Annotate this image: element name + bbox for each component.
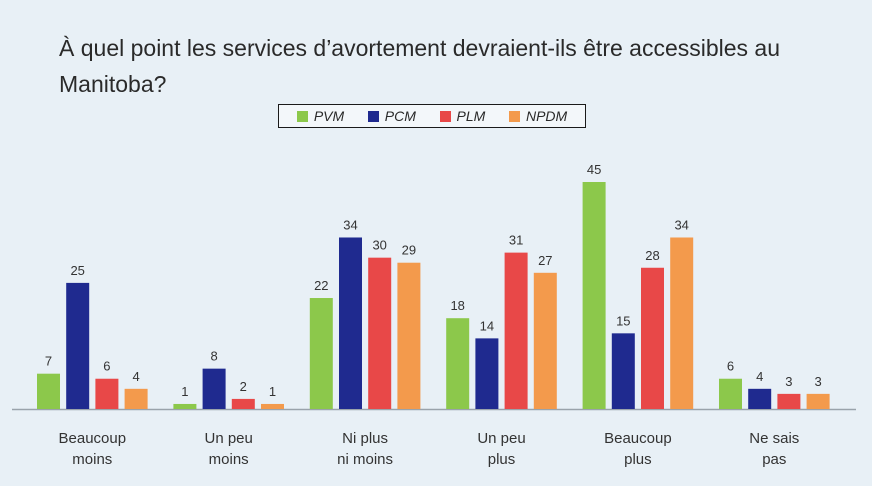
bar-npdm-4: [670, 237, 694, 409]
bar-pvm-3: [446, 318, 470, 409]
data-label-pvm-0: 7: [45, 354, 52, 369]
data-label-npdm-1: 1: [269, 384, 276, 399]
category-label-line: pas: [762, 451, 787, 468]
legend-item-pvm: PVM: [296, 108, 345, 124]
category-label-line: moins: [72, 451, 113, 468]
legend-label-plm: PLM: [456, 108, 486, 124]
data-label-npdm-2: 29: [402, 243, 416, 258]
data-label-npdm-0: 4: [132, 369, 139, 384]
data-label-pcm-0: 25: [70, 263, 84, 278]
data-label-plm-4: 28: [645, 248, 659, 263]
legend-item-plm: PLM: [439, 108, 486, 124]
legend-label-pcm: PCM: [384, 108, 416, 124]
bar-npdm-5: [806, 393, 830, 409]
legend-label-npdm: NPDM: [525, 108, 568, 124]
legend-swatch-pcm: [367, 110, 379, 122]
bar-plm-3: [504, 252, 528, 409]
data-label-pcm-1: 8: [210, 349, 217, 364]
bar-pcm-2: [339, 237, 362, 409]
data-label-pvm-3: 18: [450, 298, 464, 313]
bar-plm-1: [231, 398, 255, 409]
bar-pcm-0: [66, 282, 90, 409]
bar-pvm-0: [37, 373, 60, 409]
data-label-npdm-4: 34: [674, 217, 688, 232]
category-label-line: Beaucoup: [604, 430, 672, 447]
legend-swatch-plm: [439, 110, 451, 122]
bar-pvm-4: [582, 182, 606, 409]
data-label-pcm-5: 4: [756, 369, 763, 384]
category-label-line: plus: [487, 451, 516, 468]
bar-pcm-1: [202, 368, 226, 409]
bar-pcm-3: [475, 338, 499, 409]
bar-pcm-4: [611, 333, 635, 409]
bar-pcm-5: [748, 388, 772, 409]
bar-npdm-1: [261, 403, 284, 409]
bar-npdm-2: [397, 262, 421, 409]
bar-plm-2: [368, 257, 392, 409]
data-label-npdm-5: 3: [814, 374, 821, 389]
bar-plm-0: [95, 378, 119, 409]
data-label-pcm-3: 14: [480, 318, 494, 333]
bar-npdm-0: [124, 388, 148, 409]
data-label-pcm-4: 15: [616, 313, 630, 328]
category-label-0: Beaucoup moins: [37, 428, 147, 470]
category-label-3: Un peu plus: [447, 428, 557, 470]
category-label-5: Ne sais pas: [719, 428, 829, 470]
legend: PVM PCM PLM NPDM: [278, 104, 586, 128]
data-label-plm-0: 6: [103, 359, 110, 374]
legend-item-npdm: NPDM: [508, 108, 568, 124]
category-label-line: ni moins: [337, 451, 394, 468]
category-label-4: Beaucoup plus: [583, 428, 693, 470]
legend-swatch-npdm: [508, 110, 520, 122]
category-label-1: Un peu moins: [174, 428, 284, 470]
legend-label-pvm: PVM: [313, 108, 345, 124]
data-label-pvm-4: 45: [587, 162, 601, 177]
data-label-plm-5: 3: [785, 374, 792, 389]
data-label-plm-2: 30: [372, 238, 386, 253]
bar-pvm-5: [719, 378, 742, 409]
data-label-npdm-3: 27: [538, 253, 552, 268]
data-label-pvm-2: 22: [314, 278, 328, 293]
bar-pvm-1: [173, 403, 197, 409]
data-label-plm-3: 31: [509, 233, 523, 248]
category-label-line: Beaucoup: [58, 430, 127, 447]
chart-title: À quel point les services d’avortement d…: [59, 35, 781, 97]
legend-swatch-pvm: [296, 110, 308, 122]
data-label-plm-1: 2: [240, 379, 247, 394]
category-label-line: Un peu: [477, 430, 526, 447]
data-label-pcm-2: 34: [343, 217, 357, 232]
bar-plm-5: [777, 393, 801, 409]
category-label-line: Ne sais: [749, 430, 800, 447]
legend-item-pcm: PCM: [367, 108, 416, 124]
bar-npdm-3: [533, 272, 557, 409]
category-label-line: plus: [624, 451, 652, 468]
category-label-line: Un peu: [204, 430, 253, 447]
category-label-line: Ni plus: [342, 430, 389, 447]
data-label-pvm-1: 1: [181, 384, 188, 399]
category-label-2: Ni plus ni moins: [310, 428, 420, 470]
category-label-line: moins: [208, 451, 249, 468]
bar-pvm-2: [309, 298, 333, 409]
data-label-pvm-5: 6: [727, 359, 734, 374]
bar-plm-4: [641, 267, 664, 409]
